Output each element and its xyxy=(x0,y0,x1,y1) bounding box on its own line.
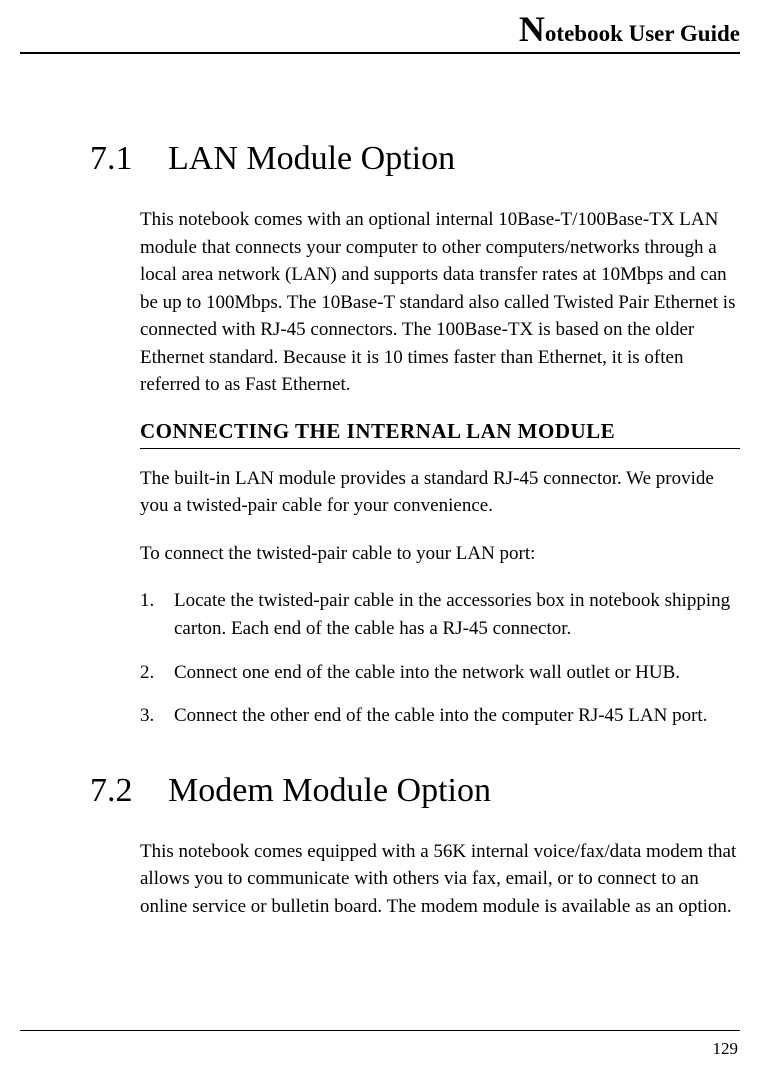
page-content: 7.1 LAN Module Option This notebook come… xyxy=(90,140,740,940)
list-text: Connect the other end of the cable into … xyxy=(174,702,740,730)
header-title-prefix: N xyxy=(519,9,545,49)
list-text: Connect one end of the cable into the ne… xyxy=(174,659,740,687)
list-item: 1. Locate the twisted-pair cable in the … xyxy=(140,587,740,642)
list-text: Locate the twisted-pair cable in the acc… xyxy=(174,587,740,642)
list-item: 3. Connect the other end of the cable in… xyxy=(140,702,740,730)
page-number: 129 xyxy=(713,1039,739,1059)
section-heading-7-1: 7.1 LAN Module Option xyxy=(90,140,740,178)
sub-intro-text: The built-in LAN module provides a stand… xyxy=(140,465,740,520)
header-title-rest: otebook User Guide xyxy=(545,21,740,46)
section-number: 7.1 xyxy=(90,140,168,178)
section-intro-text: This notebook comes equipped with a 56K … xyxy=(140,838,740,921)
sub-heading: CONNECTING THE INTERNAL LAN MODULE xyxy=(140,419,740,444)
sub-heading-rule xyxy=(140,448,740,449)
section-title: Modem Module Option xyxy=(168,772,491,810)
list-number: 1. xyxy=(140,587,174,642)
page-header: Notebook User Guide xyxy=(20,0,740,60)
header-title: Notebook User Guide xyxy=(20,8,740,50)
list-number: 3. xyxy=(140,702,174,730)
section-title: LAN Module Option xyxy=(168,140,455,178)
section-number: 7.2 xyxy=(90,772,168,810)
list-number: 2. xyxy=(140,659,174,687)
header-rule xyxy=(20,52,740,54)
steps-list: 1. Locate the twisted-pair cable in the … xyxy=(140,587,740,729)
section-intro-text: This notebook comes with an optional int… xyxy=(140,206,740,399)
list-intro-text: To connect the twisted-pair cable to you… xyxy=(140,540,740,568)
footer-rule xyxy=(20,1030,740,1031)
list-item: 2. Connect one end of the cable into the… xyxy=(140,659,740,687)
section-heading-7-2: 7.2 Modem Module Option xyxy=(90,772,740,810)
